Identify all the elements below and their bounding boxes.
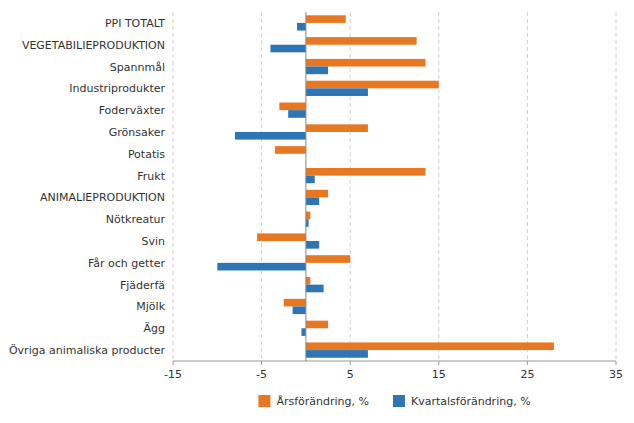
tick-label: 35 — [609, 368, 623, 381]
chart-svg: -15 -5 5 15 25 35 PPI TOTALT VEGETABILIEPRODUKT… — [0, 0, 634, 423]
grid-line — [261, 12, 262, 361]
legend-item: Årsförändring, % — [258, 395, 369, 408]
grid-line — [616, 12, 617, 361]
bar — [306, 190, 328, 198]
bar — [306, 15, 346, 23]
tick-label: -5 — [256, 368, 267, 381]
category-label: Ägg — [144, 322, 166, 335]
bar — [257, 233, 306, 241]
tick-mark — [173, 361, 174, 365]
category-label: Fjäderfä — [120, 279, 165, 292]
bar — [306, 176, 315, 184]
bar — [306, 88, 368, 96]
bar — [306, 124, 368, 132]
tick-mark — [527, 361, 528, 365]
category-label: Får och getter — [88, 257, 165, 270]
bar — [217, 263, 306, 271]
bar — [306, 37, 417, 45]
category-label: ANIMALIEPRODUKTION — [40, 191, 165, 204]
bar — [293, 306, 306, 314]
bar — [284, 299, 306, 307]
tick-label: -15 — [164, 368, 182, 381]
bars — [217, 15, 554, 357]
bar — [301, 328, 305, 336]
legend-item: Kvartalsförändring, % — [393, 395, 531, 408]
bar — [306, 59, 426, 67]
bar — [306, 241, 319, 249]
category-label: Mjölk — [136, 300, 165, 313]
bar — [306, 285, 324, 293]
x-axis: -15 -5 5 15 25 35 — [164, 361, 623, 381]
bar — [270, 45, 305, 53]
category-label: Svin — [141, 235, 165, 248]
bar — [306, 321, 328, 329]
bar — [279, 103, 306, 111]
category-label: Spannmål — [110, 61, 165, 74]
tick-label: 25 — [520, 368, 534, 381]
legend-label: Kvartalsförändring, % — [411, 395, 531, 408]
bar — [306, 168, 426, 176]
bar — [306, 350, 368, 358]
bar — [288, 110, 306, 118]
y-axis: PPI TOTALT VEGETABILIEPRODUKTION Spannmål I… — [9, 17, 166, 357]
x-axis-line — [173, 361, 616, 362]
legend: Årsförändring, % Kvartalsförändring, % — [258, 395, 530, 408]
bar — [306, 277, 310, 285]
tick-mark — [438, 361, 439, 365]
bar — [306, 342, 554, 350]
category-label: Frukt — [137, 170, 165, 183]
legend-label: Årsförändring, % — [276, 395, 369, 408]
grid-line — [173, 12, 174, 361]
bar — [297, 23, 306, 31]
category-label: Fodervӓxter — [99, 104, 166, 117]
grid — [173, 12, 616, 361]
grid-line — [527, 12, 528, 361]
zero-line — [305, 12, 306, 361]
category-label: Industriprodukter — [69, 82, 165, 95]
grid-line — [438, 12, 439, 361]
category-label: Grönsaker — [109, 126, 166, 139]
tick-label: 5 — [347, 368, 354, 381]
bar — [306, 212, 310, 220]
legend-swatch — [258, 395, 270, 407]
tick-mark — [616, 361, 617, 365]
chart-container: -15 -5 5 15 25 35 PPI TOTALT VEGETABILIEPRODUKT… — [0, 0, 634, 423]
category-label: Nötkreatur — [106, 213, 166, 226]
tick-label: 15 — [432, 368, 446, 381]
tick-mark — [261, 361, 262, 365]
bar — [306, 255, 350, 263]
bar — [306, 197, 319, 205]
tick-mark — [350, 361, 351, 365]
category-label: Potatis — [128, 148, 165, 161]
bar — [275, 146, 306, 154]
bar — [306, 81, 439, 89]
legend-swatch — [393, 395, 405, 407]
bar — [306, 67, 328, 75]
category-label: VEGETABILIEPRODUKTION — [22, 39, 165, 52]
bar — [235, 132, 306, 140]
category-label: Övriga animaliska producter — [9, 344, 166, 357]
category-label: PPI TOTALT — [105, 17, 165, 30]
